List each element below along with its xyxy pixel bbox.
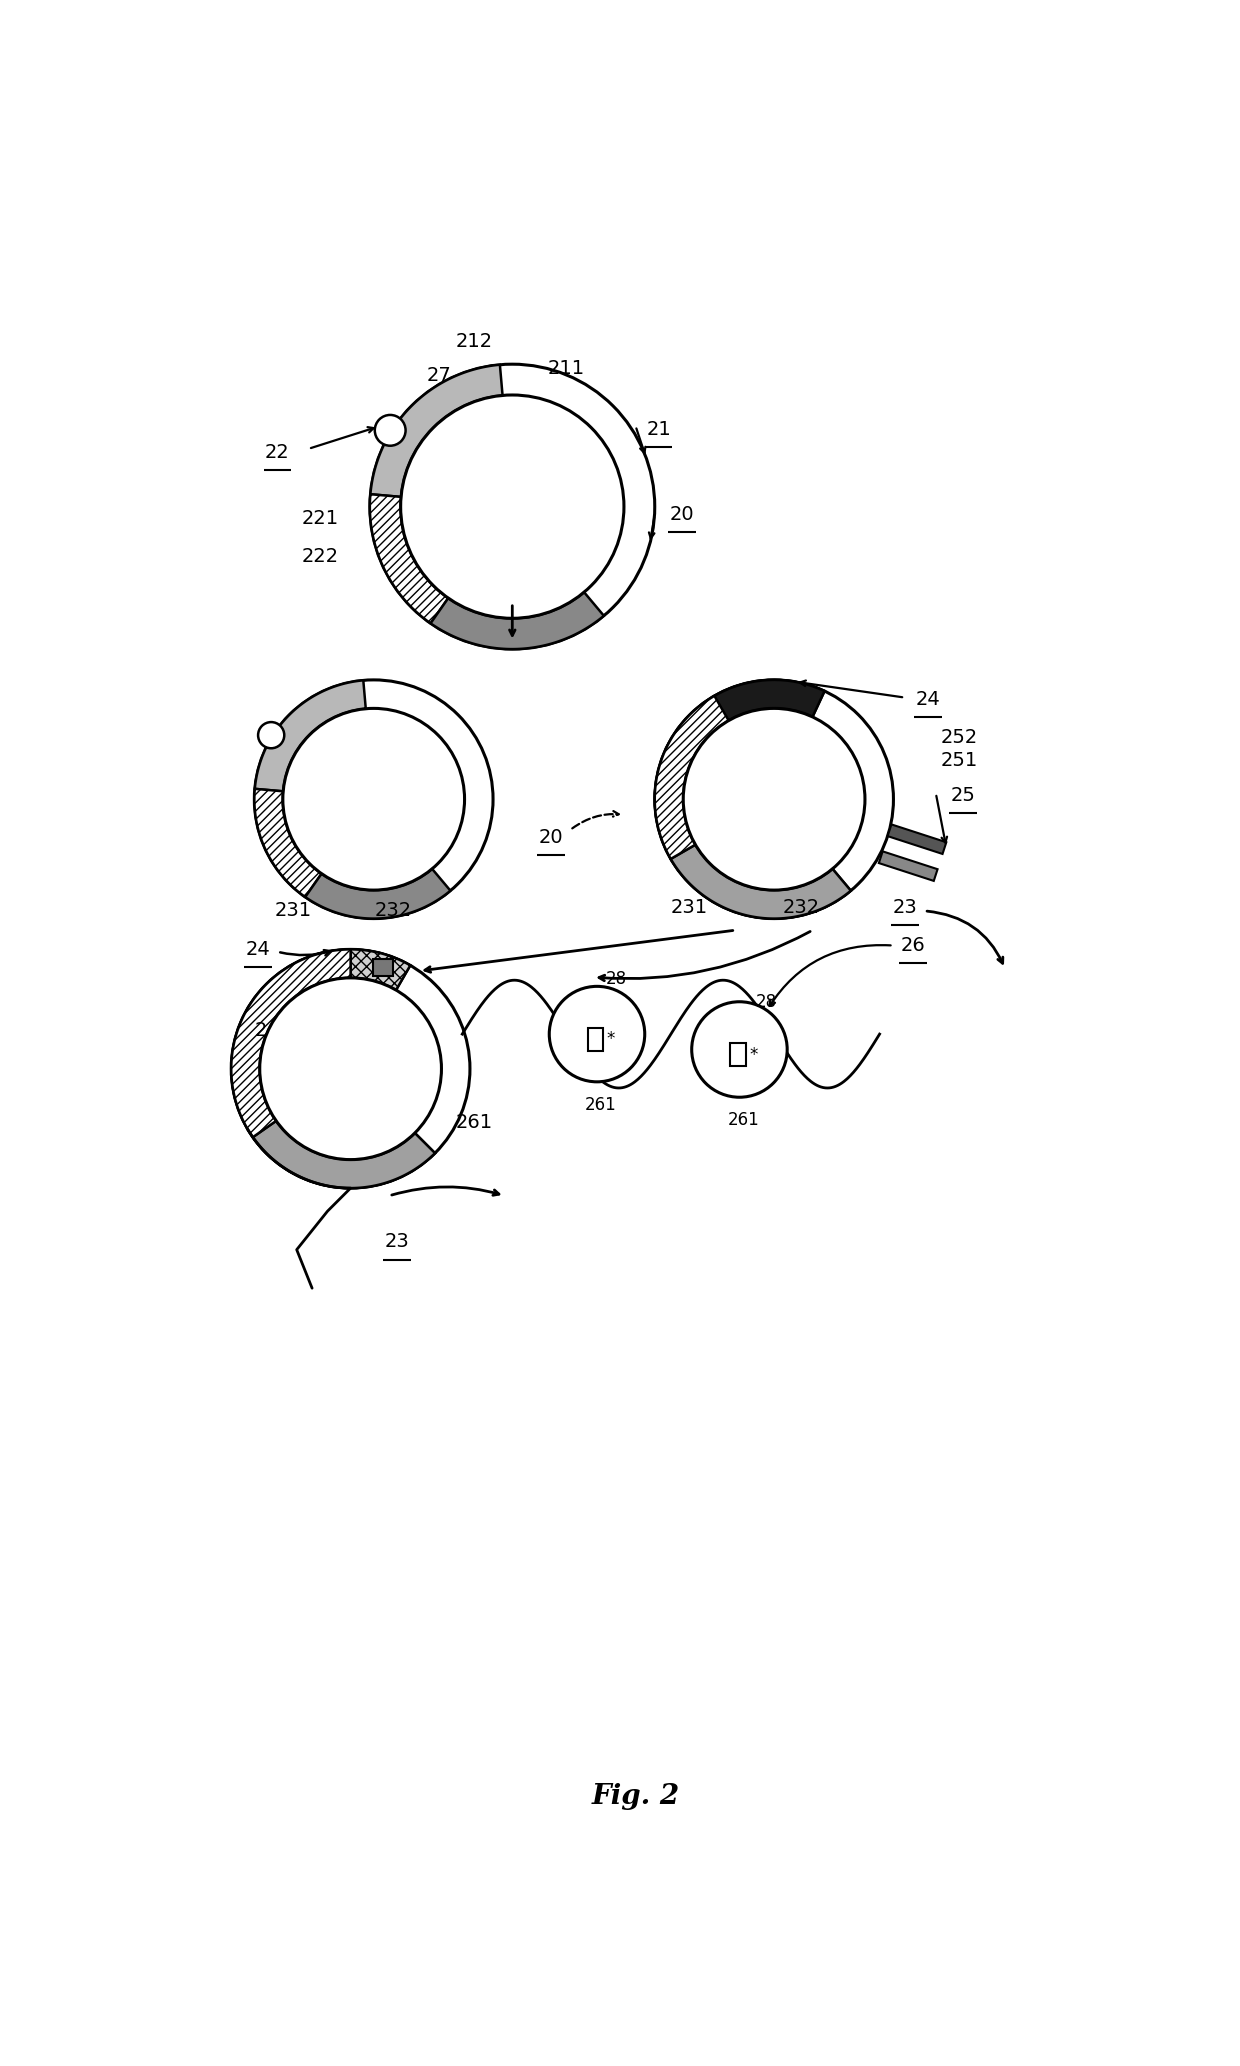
Text: 24: 24 — [246, 940, 270, 959]
Text: 242: 242 — [698, 802, 735, 820]
Text: 242: 242 — [301, 1047, 339, 1066]
Polygon shape — [254, 789, 321, 897]
Text: 26: 26 — [900, 936, 925, 954]
Text: 251: 251 — [940, 752, 977, 771]
Text: 211: 211 — [548, 359, 585, 378]
Polygon shape — [588, 1029, 603, 1052]
Text: 241: 241 — [259, 1060, 296, 1078]
Polygon shape — [254, 680, 366, 791]
Text: 204: 204 — [510, 500, 546, 521]
Text: 221: 221 — [301, 508, 339, 527]
Circle shape — [401, 395, 624, 618]
Polygon shape — [253, 1122, 435, 1188]
Circle shape — [549, 985, 645, 1083]
Polygon shape — [305, 870, 450, 919]
Text: 252: 252 — [940, 727, 977, 748]
Polygon shape — [730, 1043, 745, 1066]
Text: 231: 231 — [671, 897, 708, 917]
Text: 25: 25 — [950, 785, 975, 806]
Polygon shape — [231, 950, 435, 1188]
Text: *: * — [606, 1031, 615, 1047]
Text: 212: 212 — [455, 331, 492, 351]
Circle shape — [655, 680, 894, 919]
Text: 20: 20 — [670, 504, 694, 525]
Text: 261: 261 — [455, 1114, 492, 1132]
Text: 21: 21 — [646, 419, 671, 440]
Text: 27: 27 — [427, 366, 451, 384]
Polygon shape — [231, 950, 351, 1136]
Polygon shape — [655, 680, 851, 919]
Text: *: * — [749, 1045, 758, 1064]
Text: 22: 22 — [265, 444, 290, 463]
Text: 243: 243 — [686, 771, 723, 789]
Circle shape — [259, 977, 441, 1159]
Polygon shape — [430, 593, 604, 649]
Text: 20: 20 — [538, 828, 563, 847]
Text: 28: 28 — [605, 969, 626, 988]
Circle shape — [231, 950, 470, 1188]
Polygon shape — [370, 494, 449, 624]
Circle shape — [370, 364, 655, 649]
Circle shape — [683, 709, 866, 890]
Polygon shape — [888, 824, 946, 853]
Circle shape — [258, 723, 284, 748]
Text: 232: 232 — [374, 901, 412, 919]
Text: 201: 201 — [444, 500, 481, 521]
Polygon shape — [879, 851, 937, 880]
Text: 24: 24 — [915, 690, 940, 709]
Circle shape — [254, 680, 494, 919]
Polygon shape — [655, 696, 729, 859]
Polygon shape — [351, 950, 410, 990]
Text: 243: 243 — [255, 1021, 293, 1039]
Text: 28: 28 — [756, 994, 777, 1010]
Text: 241: 241 — [706, 833, 743, 851]
Text: 261: 261 — [585, 1095, 616, 1114]
Text: 231: 231 — [274, 901, 311, 919]
Polygon shape — [671, 845, 851, 919]
Text: Fig. 2: Fig. 2 — [591, 1783, 680, 1810]
Polygon shape — [714, 680, 825, 721]
Text: 203: 203 — [486, 529, 523, 547]
Polygon shape — [371, 366, 502, 498]
Text: 261: 261 — [728, 1112, 759, 1130]
Polygon shape — [373, 959, 393, 977]
Text: 222: 222 — [301, 547, 339, 566]
Circle shape — [374, 415, 405, 446]
Circle shape — [692, 1002, 787, 1097]
Text: 232: 232 — [782, 897, 820, 917]
Text: 23: 23 — [384, 1233, 409, 1252]
Circle shape — [283, 709, 465, 890]
Text: 23: 23 — [893, 897, 918, 917]
Text: 202: 202 — [471, 471, 507, 490]
